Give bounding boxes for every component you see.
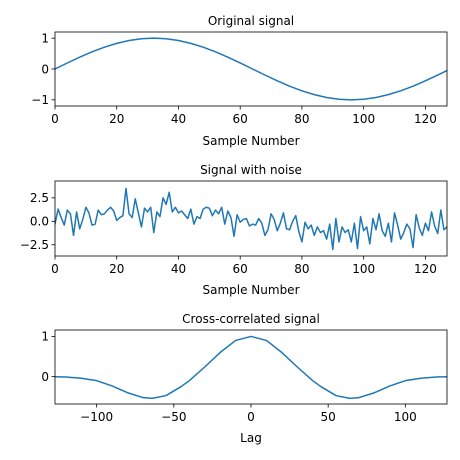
x-tick-label: 100 <box>352 112 375 126</box>
x-tick-label: 0 <box>51 112 59 126</box>
subplot-cross-correlated-signal: Cross-correlated signal Lag −100 −50 0 50 10… <box>41 312 448 445</box>
x-tick-label: 20 <box>109 262 124 276</box>
series-line <box>55 37 447 101</box>
x-tick-label: −100 <box>80 410 113 424</box>
plot-frame <box>54 329 448 405</box>
y-tick-label: 1 <box>41 31 49 45</box>
series-line <box>55 335 447 400</box>
x-tick-label: 80 <box>294 112 309 126</box>
x-tick-label: 60 <box>233 262 248 276</box>
y-tick-label: −1 <box>31 93 49 107</box>
x-tick-label: 120 <box>414 112 437 126</box>
x-tick-label: 0 <box>51 262 59 276</box>
x-tick-label: 20 <box>109 112 124 126</box>
x-axis-label: Sample Number <box>202 134 299 148</box>
x-tick-label: 40 <box>171 112 186 126</box>
x-tick-label: 60 <box>233 112 248 126</box>
plot-frame <box>54 180 448 257</box>
x-axis-label: Sample Number <box>202 283 299 297</box>
y-tick-label: 2.5 <box>30 191 49 205</box>
subplot-original-signal: Original signal Sample Number 0 20 40 60 80 1… <box>31 14 448 148</box>
x-tick-label: 40 <box>171 262 186 276</box>
chart-title: Original signal <box>208 14 294 28</box>
x-tick-label: 80 <box>294 262 309 276</box>
x-tick-label: 0 <box>247 410 255 424</box>
y-tick-label: 0.0 <box>30 215 49 229</box>
x-tick-label: 120 <box>414 262 437 276</box>
chart-title: Cross-correlated signal <box>182 312 320 326</box>
y-tick-label: 1 <box>41 330 49 344</box>
x-tick-label: 100 <box>352 262 375 276</box>
x-tick-label: 50 <box>321 410 336 424</box>
chart-title: Signal with noise <box>200 163 302 177</box>
series-line <box>55 187 447 251</box>
x-tick-label: −50 <box>161 410 186 424</box>
x-axis-label: Lag <box>240 431 262 445</box>
y-tick-label: −2.5 <box>20 238 49 252</box>
x-tick-label: 100 <box>394 410 417 424</box>
y-tick-label: 0 <box>41 62 49 76</box>
y-tick-label: 0 <box>41 370 49 384</box>
subplot-signal-with-noise: Signal with noise Sample Number 0 20 40 60 8… <box>20 163 448 297</box>
